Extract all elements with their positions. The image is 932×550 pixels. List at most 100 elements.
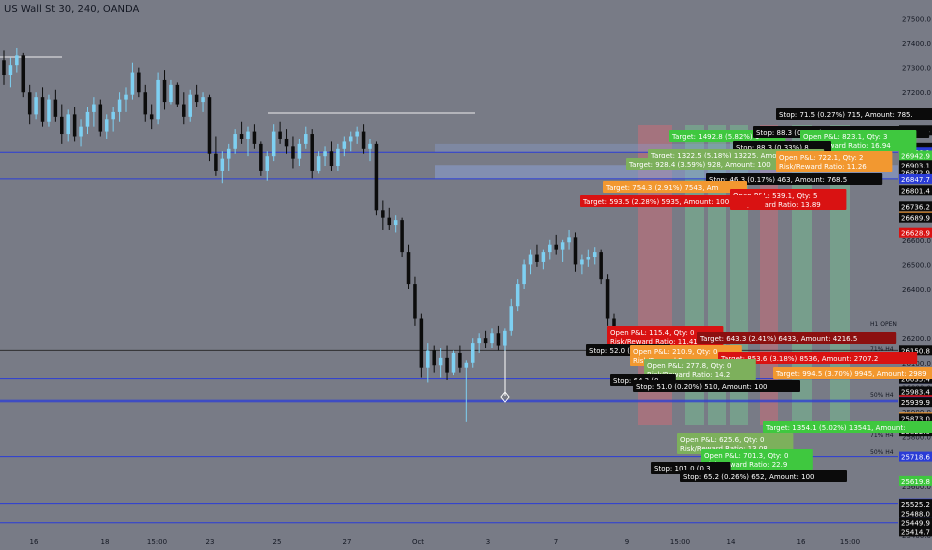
annotation-bg-12 [607,326,724,347]
candle-body-28 [182,104,186,117]
candle-body-26 [169,84,173,103]
supply-zone-upper [435,143,898,153]
annotation-bg-18 [773,367,932,379]
price-tag-6: 26872.9 [901,170,930,178]
price-tag-bg-5 [899,160,932,171]
level-label-2: 50% H4 [870,392,894,399]
candle-body-39 [252,131,257,144]
annotation-4: Stop: 88.3 (0.33%) 8 [736,144,809,152]
annotation-25: Stop: 65.2 (0.26%) 652, Amount: 100 [683,473,815,481]
candle-body-77 [496,333,501,346]
candle-body-11 [72,114,77,137]
annotation-10: Open P&L: 539.1, Qty: 5 [733,192,818,200]
price-tag-5: 26903.1 [901,162,930,170]
candle-body-50 [323,151,327,157]
annotation-0: Stop: 71.5 (0.27%) 715, Amount: 785. [779,111,913,119]
candle-body-5 [34,97,38,115]
candle-body-33 [214,153,218,171]
annotation-bg-7 [776,151,893,172]
candle-body-46 [297,143,302,159]
candle-body-72 [464,362,469,368]
candle-body-44 [284,138,289,147]
annotation-17: Open P&L: 277.8, Qty: 0 [647,362,732,370]
candle-body-27 [175,84,180,105]
price-tag-bg-23 [899,413,932,424]
price-tick-0: 27500.0 [902,15,931,23]
candle-body-12 [79,126,83,137]
candle-body-30 [194,94,199,103]
candle-body-74 [477,338,481,344]
time-tick-7: 3 [486,538,490,546]
annotation-bg-13 [697,332,897,344]
candle-body-45 [291,146,295,159]
diamond-marker [500,391,510,403]
candle-body-40 [259,143,263,171]
candle-body-6 [40,97,45,122]
price-tag-bg-9 [899,201,932,212]
price-tag-13: 26150.8 [901,347,930,355]
price-tag-bg-20 [899,397,932,408]
price-tag-bg-30 [899,508,932,519]
time-tick-13: 15:00 [840,538,860,546]
time-tick-6: Oct [412,538,424,546]
time-tick-2: 15:00 [147,538,167,546]
candle-body-32 [207,97,212,154]
price-tag-17: 25983.4 [901,388,930,396]
price-axis [898,0,932,550]
level-label-3: 71% H4 [870,432,894,439]
annotation-bg-0 [776,108,932,120]
annotation-22: Open P&L: 625.6, Qty: 0 [680,436,765,444]
candle-body-35 [226,148,231,159]
candle-body-9 [60,116,64,135]
candle-body-90 [580,259,584,265]
candle-body-51 [329,151,334,167]
annotation-sub-23: Risk/Reward Ratio: 22.9 [704,461,787,469]
annotation-sub-17: Risk/Reward Ratio: 14.2 [647,371,730,379]
candle-body-1 [8,65,13,76]
price-tag-bg-7 [899,173,932,184]
candle-body-53 [342,141,347,149]
legend-text: US Wall St 30, 240, OANDA [4,4,140,15]
candle-body-86 [554,244,558,250]
candle-body-73 [470,343,475,363]
price-tag-11: 26689.9 [901,215,930,223]
candle-body-48 [310,134,314,171]
candle-body-93 [599,252,603,280]
candle-body-3 [21,55,26,93]
annotation-3: Open P&L: 823.1, Qty: 3 [803,133,888,141]
candle-body-10 [66,114,70,135]
candle-body-62 [400,220,404,253]
annotation-1: Target: 1492.8 (5.82%) 1 [671,133,759,141]
price-tag-7: 26847.7 [901,176,930,184]
annotation-14: Stop: 52.0 (0.20% [589,347,653,355]
annotation-16: Target: 853.6 (3.18%) 8536, Amount: 2707… [720,355,878,363]
price-tag-bg-29 [899,499,932,510]
candle-body-64 [413,284,417,319]
annotation-sub-12: Risk/Reward Ratio: 11.41 [610,338,698,346]
annotation-18: Target: 994.5 (3.70%) 9945, Amount: 2989 [775,370,927,378]
candle-body-7 [47,99,51,122]
candle-body-24 [156,79,160,120]
price-tag-26: 25718.6 [901,454,930,462]
time-tick-5: 27 [343,538,352,546]
time-tick-4: 25 [273,538,282,546]
candle-body-0 [2,60,6,76]
candle-body-85 [548,244,552,253]
price-tick-10: 26200.0 [902,335,931,343]
price-tag-23: 25873.0 [901,416,930,424]
price-tag-bg-4 [899,150,932,161]
candle-body-25 [162,79,167,103]
annotation-11: Target: 593.5 (2.28%) 5935, Amount: 100 [582,198,729,206]
candle-body-88 [567,237,571,243]
annotation-bg-20 [633,380,800,392]
candle-body-81 [522,264,526,285]
candle-body-38 [246,131,250,139]
candle-body-94 [605,279,610,319]
candle-body-43 [278,131,282,139]
price-tick-1: 27400.0 [902,40,931,48]
candle-body-66 [426,350,430,368]
candle-body-75 [483,338,488,344]
level-label-1: 71% H4 [870,346,894,353]
